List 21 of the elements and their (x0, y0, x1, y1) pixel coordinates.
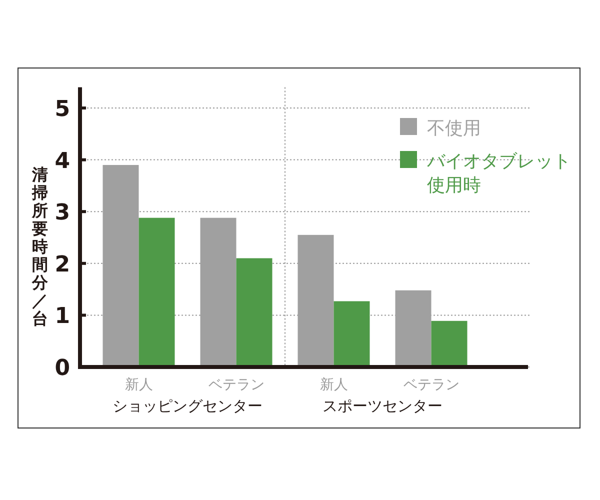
x-tick-label: 新人 (320, 377, 348, 393)
legend-item: バイオタブレット使用時 (400, 151, 571, 196)
bar (138, 218, 175, 367)
bar (431, 320, 468, 367)
legend-label: バイオタブレット使用時 (426, 151, 571, 196)
x-tick-label: 新人 (124, 377, 153, 393)
legend-label: 不使用 (427, 118, 481, 139)
y-tick-label: 4 (54, 148, 70, 174)
y-tick-label: 5 (54, 97, 70, 122)
bar (334, 301, 370, 367)
text: ショッピングセンター (112, 397, 262, 415)
y-tick-label: 3 (54, 200, 70, 226)
x-tick-label: ベテラン (208, 377, 264, 393)
y-tick-label: 0 (54, 356, 70, 381)
legend-item: 不使用 (400, 118, 481, 139)
x-tick-label: ベテラン (403, 377, 460, 393)
y-tick-label: 2 (54, 252, 70, 278)
bar (236, 258, 272, 367)
text: スポーツセンター (322, 397, 442, 415)
text: 清掃所要時間分／台 (32, 165, 48, 328)
y-tick-label: 1 (54, 304, 70, 330)
